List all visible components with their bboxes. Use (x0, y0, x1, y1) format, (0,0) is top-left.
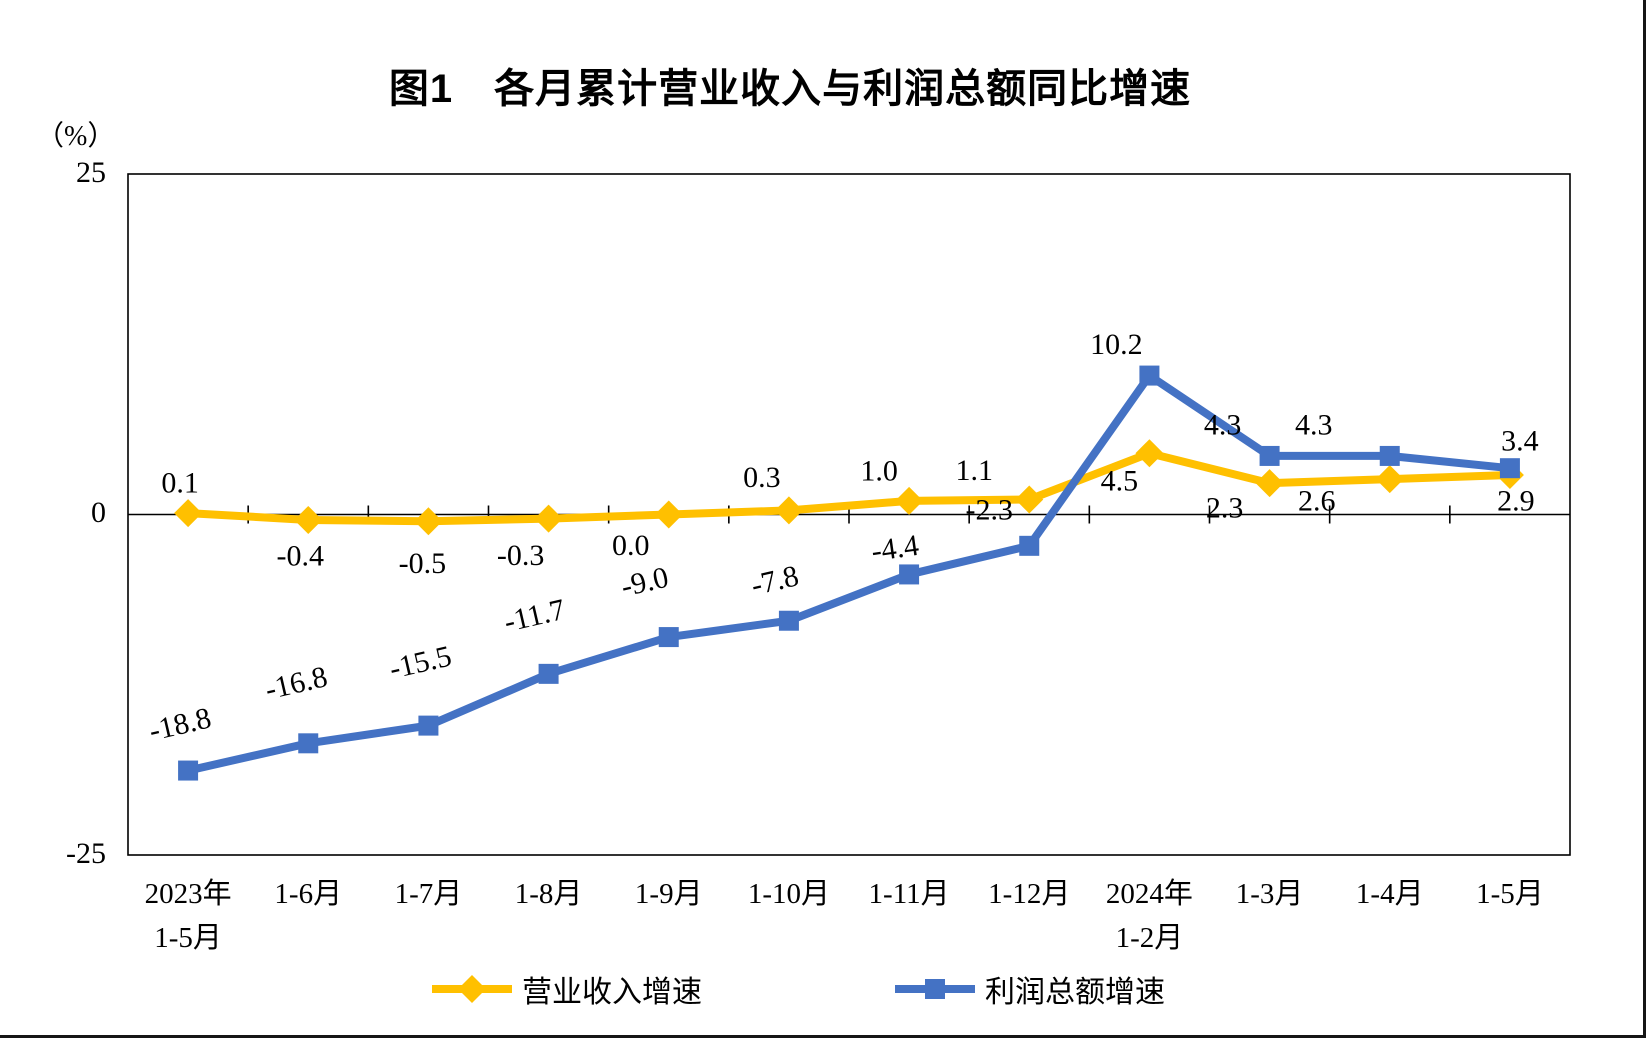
legend-item-revenue: 营业收入增速 (430, 966, 702, 1012)
x-tick-label: 1-4月 (1355, 878, 1424, 910)
data-label: 0.3 (743, 461, 781, 494)
x-tick-label: 1-10月 (747, 878, 830, 910)
marker-diamond (1255, 469, 1284, 498)
x-tick-label: 1-7月 (394, 878, 463, 910)
marker-square (1139, 365, 1160, 386)
y-axis-unit-label: （%） (36, 121, 116, 152)
data-label: -16.8 (262, 660, 330, 706)
marker-diamond (1015, 485, 1044, 514)
marker-diamond (174, 499, 203, 528)
legend-label-revenue: 营业收入增速 (522, 976, 702, 1009)
data-label: 10.2 (1090, 328, 1143, 361)
x-tick-label: 1-6月 (274, 878, 343, 910)
data-label: -15.5 (386, 640, 454, 686)
revenue-line-diamond-icon (432, 975, 512, 1003)
data-label: -9.0 (618, 561, 672, 604)
marker-square (899, 564, 920, 585)
data-label: 1.1 (956, 454, 994, 487)
data-label: -0.5 (399, 547, 447, 580)
y-tick-25: 25 (76, 156, 106, 189)
marker-diamond (1135, 439, 1164, 468)
data-label: 3.4 (1501, 425, 1539, 458)
data-label: 2.3 (1206, 492, 1244, 525)
data-label: -4.4 (869, 529, 921, 568)
marker-square (1499, 458, 1520, 479)
data-label: -18.8 (146, 701, 214, 747)
series-line-利润总额增速 (187, 371, 1511, 775)
data-label: 4.3 (1295, 408, 1333, 441)
x-tick-label: 2024年 1-2月 (1105, 878, 1193, 954)
data-label: 0.1 (161, 467, 199, 500)
x-tick-label: 2023年 1-5月 (144, 878, 232, 954)
marker-square (538, 663, 559, 684)
x-tick-label: 1-11月 (868, 878, 950, 910)
marker-diamond (1375, 465, 1404, 494)
data-label: 1.0 (860, 454, 898, 487)
marker-square (298, 733, 319, 754)
marker-diamond (654, 500, 683, 529)
data-label: 2.6 (1298, 485, 1336, 518)
marker-square (658, 627, 679, 648)
marker-square (178, 760, 199, 781)
data-label: -7.8 (748, 559, 802, 602)
y-tick-minus25: -25 (66, 837, 106, 870)
marker-square (418, 715, 439, 736)
marker-square (778, 610, 799, 631)
data-label: 0.0 (612, 529, 650, 562)
data-label: 2.9 (1497, 485, 1535, 518)
chart-legend: 营业收入增速 利润总额增速 (0, 966, 1643, 1012)
data-label: -11.7 (501, 593, 568, 639)
series-line-营业收入增速 (187, 449, 1511, 526)
data-label: -0.4 (277, 539, 325, 572)
data-label: -0.3 (497, 539, 545, 572)
legend-label-profit: 利润总额增速 (985, 976, 1165, 1009)
marker-diamond (294, 505, 323, 534)
marker-square (1379, 445, 1400, 466)
x-tick-label: 1-8月 (514, 878, 583, 910)
data-label: 4.3 (1204, 408, 1242, 441)
x-tick-label: 1-12月 (988, 878, 1071, 910)
x-tick-label: 1-9月 (634, 878, 703, 910)
marker-diamond (774, 496, 803, 525)
data-label: -2.3 (966, 493, 1014, 526)
marker-square (1259, 445, 1280, 466)
x-tick-label: 1-3月 (1235, 878, 1304, 910)
legend-item-profit: 利润总额增速 (893, 966, 1165, 1012)
x-tick-label: 1-5月 (1476, 878, 1544, 910)
marker-square (1019, 535, 1040, 556)
data-label: 4.5 (1101, 465, 1139, 498)
marker-diamond (414, 507, 443, 536)
y-tick-0: 0 (91, 496, 106, 529)
profit-line-square-icon (895, 979, 975, 999)
marker-diamond (534, 504, 563, 533)
chart-title: 图1 各月累计营业收入与利润总额同比增速 (388, 67, 1192, 111)
marker-diamond (895, 486, 924, 515)
